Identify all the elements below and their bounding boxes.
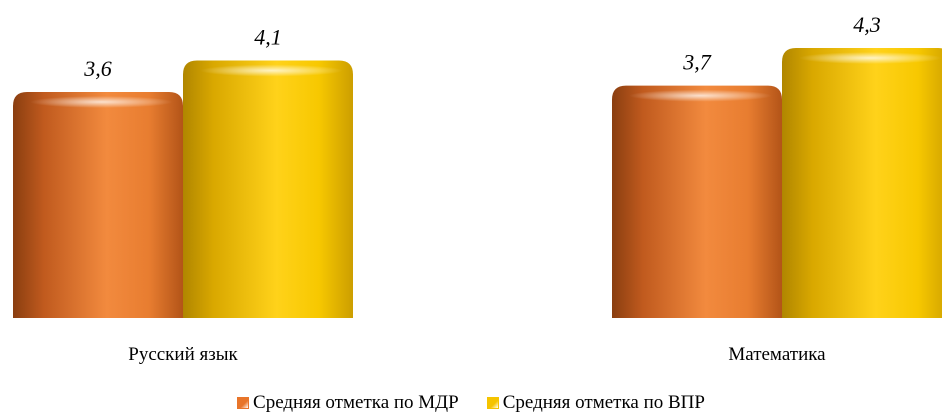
legend-item-mdr: Средняя отметка по МДР [237, 392, 459, 414]
bar-vpr-0 [183, 60, 353, 319]
chart-legend: Средняя отметка по МДР Средняя отметка п… [0, 392, 942, 414]
bar-mdr-1 [612, 85, 782, 319]
bar-highlight-vpr-0 [200, 64, 343, 77]
category-label-1: Математика [728, 344, 826, 365]
legend-label-vpr: Средняя отметка по ВПР [502, 392, 705, 413]
legend-label-mdr: Средняя отметка по МДР [253, 392, 459, 413]
value-label-vpr-1: 4,3 [853, 12, 881, 37]
value-label-mdr-1: 3,7 [682, 50, 712, 75]
bar-mdr-0 [13, 91, 183, 318]
bar-highlight-vpr-1 [799, 52, 942, 64]
value-label-vpr-0: 4,1 [254, 25, 282, 50]
category-label-0: Русский язык [128, 344, 238, 365]
bar-vpr-1 [782, 48, 942, 318]
bar-highlight-mdr-1 [629, 89, 772, 102]
legend-swatch-vpr [486, 397, 499, 409]
legend-item-vpr: Средняя отметка по ВПР [486, 392, 705, 414]
value-label-mdr-0: 3,6 [83, 56, 112, 81]
legend-swatch-mdr [237, 397, 250, 409]
bar-highlight-mdr-0 [30, 95, 173, 108]
